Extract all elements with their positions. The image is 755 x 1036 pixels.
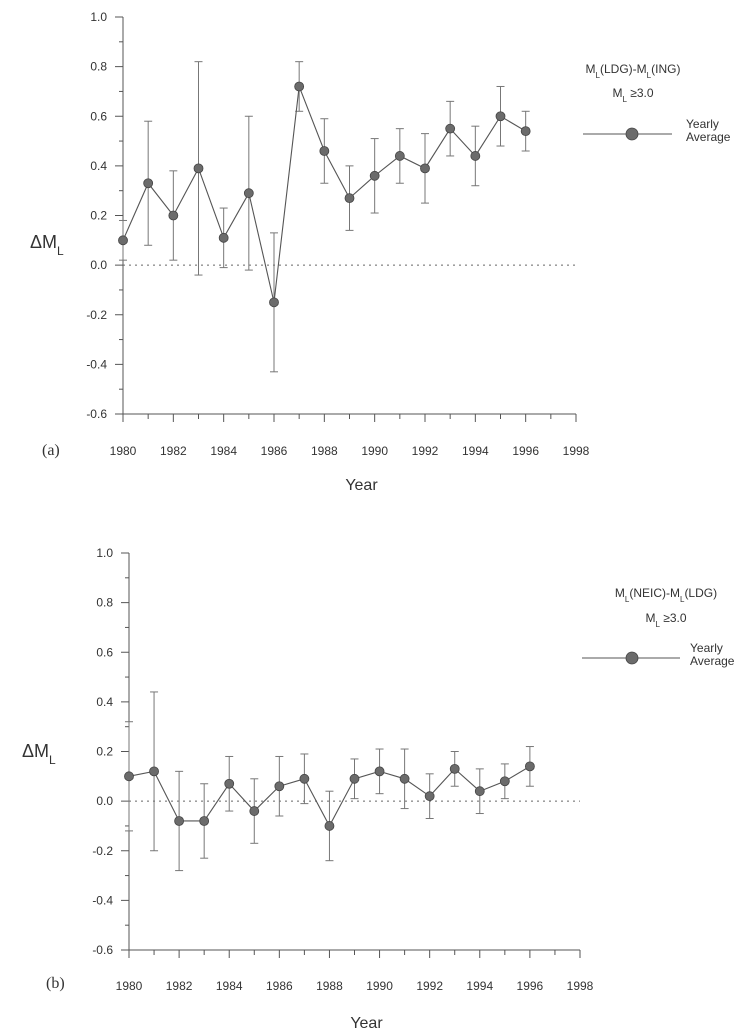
y-tick-label: -0.2: [86, 308, 107, 322]
data-point: [168, 210, 179, 221]
data-point: [118, 235, 128, 246]
x-tick-label: 1982: [166, 979, 193, 993]
data-point: [218, 232, 229, 243]
x-tick-label: 1988: [311, 444, 338, 458]
y-tick-label: 0.2: [96, 745, 113, 759]
legend-entry-line2: Average: [690, 654, 735, 668]
data-point: [294, 81, 305, 92]
y-tick-label: 0.4: [90, 159, 107, 173]
y-tick-label: 0.6: [90, 109, 107, 123]
data-point: [374, 766, 385, 777]
data-point: [369, 170, 380, 181]
legend-entry-line1: Yearly: [690, 641, 723, 655]
data-point: [243, 188, 254, 199]
legend-marker: [625, 651, 639, 665]
y-tick-label: -0.4: [86, 357, 107, 371]
x-axis-title: Year: [350, 1015, 383, 1032]
data-point: [193, 163, 204, 174]
y-tick-label: 0.6: [96, 645, 113, 659]
legend-title-line1: ML(LDG)-ML(ING): [586, 62, 681, 80]
chart-panel-a: 1.0 0.8 0.6 0.4 0.2 0.0 -0.2 -0.4 -0.6 1980 1982 19…: [30, 10, 731, 494]
legend-entry-line1: Yearly: [686, 117, 719, 131]
data-point: [143, 178, 154, 189]
y-tick-label: 1.0: [90, 10, 107, 24]
x-tick-label: 1982: [160, 444, 187, 458]
data-point: [495, 111, 506, 122]
data-point: [199, 816, 210, 826]
y-tick-label: -0.4: [92, 893, 113, 907]
x-axis-title: Year: [345, 477, 378, 494]
y-tick-label: 0.0: [90, 258, 107, 272]
data-point: [299, 773, 310, 784]
data-point: [249, 806, 260, 816]
x-tick-label: 1992: [412, 444, 439, 458]
x-tick-label: 1988: [316, 979, 343, 993]
chart-panel-b: 1.0 0.8 0.6 0.4 0.2 0.0 -0.2 -0.4 -0.6 1980 1982 19…: [22, 546, 735, 1032]
y-tick-label: 0.8: [90, 60, 107, 74]
x-tick-label: 1984: [210, 444, 237, 458]
y-tick-label: 0.0: [96, 794, 113, 808]
data-point: [124, 771, 134, 782]
data-point: [324, 821, 335, 831]
y-tick-label: -0.2: [92, 844, 113, 858]
x-tick-label: 1986: [266, 979, 293, 993]
data-point: [274, 781, 285, 792]
x-tick-label: 1998: [567, 979, 594, 993]
data-point: [524, 761, 535, 772]
x-tick-label: 1996: [512, 444, 539, 458]
data-point: [269, 297, 279, 308]
legend-title-line2: ML ≥3.0: [645, 611, 686, 629]
data-point: [449, 763, 460, 774]
legend-title-line1: ML(NEIC)-ML(LDG): [615, 586, 717, 604]
data-point: [224, 778, 235, 789]
data-point: [445, 123, 456, 134]
data-point: [399, 773, 410, 784]
data-point: [474, 786, 485, 797]
x-tick-label: 1996: [517, 979, 544, 993]
y-axis-title: ΔML: [30, 232, 64, 258]
x-tick-label: 1980: [116, 979, 143, 993]
y-tick-label: -0.6: [86, 407, 107, 421]
x-tick-label: 1986: [261, 444, 288, 458]
x-tick-label: 1994: [462, 444, 489, 458]
legend-marker: [625, 127, 639, 141]
y-axis-title: ΔML: [22, 741, 56, 767]
data-point: [149, 766, 159, 777]
x-tick-label: 1994: [466, 979, 493, 993]
panel-label: (a): [42, 442, 60, 459]
data-point: [424, 791, 435, 802]
y-tick-label: 0.4: [96, 695, 113, 709]
y-tick-label: 0.2: [90, 209, 107, 223]
x-tick-label: 1998: [563, 444, 590, 458]
x-tick-label: 1980: [110, 444, 137, 458]
data-point: [344, 193, 355, 204]
x-tick-label: 1984: [216, 979, 243, 993]
data-point: [349, 773, 360, 784]
y-tick-label: -0.6: [92, 943, 113, 957]
x-tick-label: 1992: [416, 979, 443, 993]
data-point: [470, 151, 481, 161]
legend-title-line2: ML ≥3.0: [612, 86, 653, 104]
data-point: [520, 126, 531, 137]
data-point: [174, 816, 185, 826]
data-point: [394, 151, 405, 161]
y-tick-label: 0.8: [96, 596, 113, 610]
y-tick-label: 1.0: [96, 546, 113, 560]
legend-entry-line2: Average: [686, 130, 731, 144]
data-point: [499, 776, 510, 787]
data-point: [420, 163, 430, 174]
panel-label: (b): [46, 975, 65, 992]
x-tick-label: 1990: [361, 444, 388, 458]
x-tick-label: 1990: [366, 979, 393, 993]
data-point: [319, 146, 330, 156]
